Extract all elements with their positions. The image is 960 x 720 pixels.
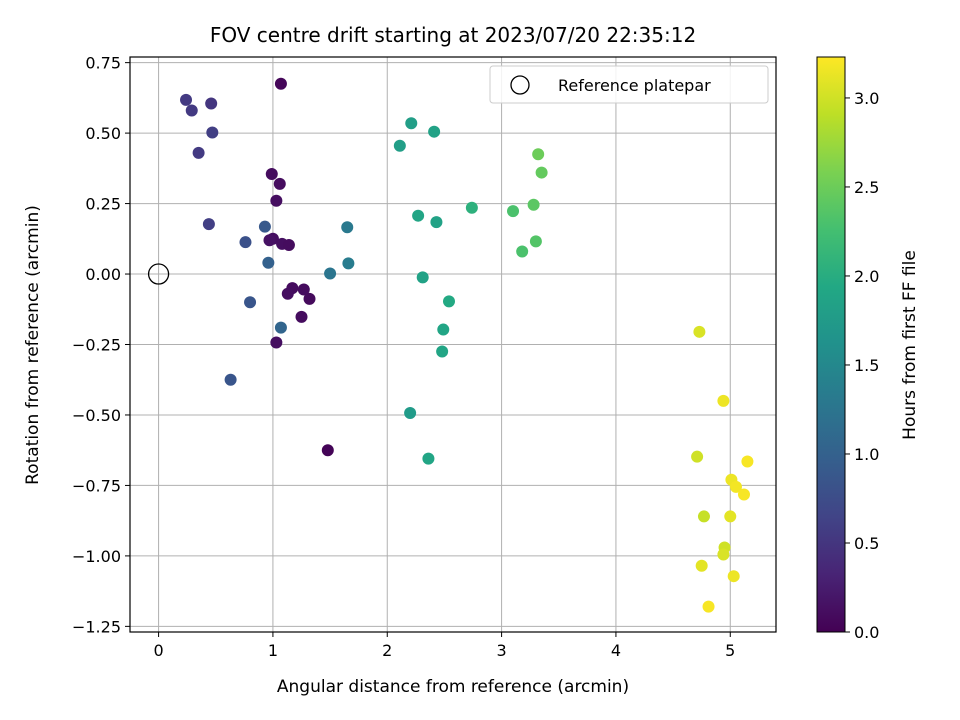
data-point [393,139,406,152]
y-tick-label: −0.75 [72,476,121,495]
y-axis-ticks: 0.75 0.50 0.25 0.00 −0.25 −0.50 −0.75 −1.00 −1.2… [72,54,130,636]
x-axis-label: Angular distance from reference (arcmin) [277,677,629,697]
y-tick-label: −1.00 [72,547,121,566]
data-point [206,126,219,139]
y-tick-label: 0.75 [85,54,121,73]
chart-title: FOV centre drift starting at 2023/07/20 … [210,23,696,47]
data-point [274,77,287,90]
data-point [516,245,529,258]
data-point [729,480,742,493]
colorbar-tick-label: 1.5 [854,356,879,375]
x-tick-label: 5 [725,641,735,660]
colorbar-tick-label: 3.0 [854,89,879,108]
y-tick-label: 0.50 [85,124,121,143]
x-tick-label: 2 [382,641,392,660]
data-point [737,488,750,501]
data-point [202,218,215,231]
x-axis-ticks: 0 1 2 3 4 5 [153,632,735,660]
legend: Reference platepar [489,65,769,104]
data-point [405,117,418,130]
data-point [270,336,283,349]
colorbar [816,56,846,633]
legend-marker [510,75,530,95]
data-point [282,239,295,252]
data-point [258,220,271,233]
colorbar-tick-label: 2.5 [854,178,879,197]
data-point [697,510,710,523]
data-point [270,194,283,207]
data-point [281,287,294,300]
data-point [422,452,435,465]
data-points [180,77,754,613]
y-tick-label: −1.25 [72,617,121,636]
data-point [412,209,425,222]
x-tick-label: 3 [496,641,506,660]
data-point [717,548,730,561]
data-point [239,236,252,249]
colorbar-ticks: 0.0 0.5 1.0 1.5 2.0 2.5 3.0 [845,89,879,642]
y-axis-label: Rotation from reference (arcmin) [23,205,43,485]
colorbar-tick-label: 0.5 [854,534,879,553]
data-point [224,373,237,386]
colorbar-tick-label: 0.0 [854,623,879,642]
grid-lines [130,57,776,632]
data-point [727,570,740,583]
data-point [205,97,218,110]
data-point [263,234,276,247]
data-point [691,450,704,463]
data-point [695,559,708,572]
data-point [262,256,275,269]
legend-box [489,65,769,104]
x-tick-label: 1 [268,641,278,660]
data-point [436,345,449,358]
data-point [437,323,450,336]
colorbar-label: Hours from first FF file [900,250,920,440]
data-point [324,267,337,280]
data-point [693,325,706,338]
y-tick-label: −0.25 [72,336,121,355]
x-tick-label: 0 [153,641,163,660]
data-point [341,221,354,234]
data-point [303,292,316,305]
data-point [321,444,334,457]
data-point [297,283,310,296]
data-point [465,201,478,214]
data-point [529,235,542,248]
data-point [404,406,417,419]
y-tick-label: 0.25 [85,195,121,214]
data-point [535,166,548,179]
data-point [185,104,198,117]
data-point [416,271,429,284]
data-point [244,296,257,309]
data-point [273,177,286,190]
colorbar-tick-label: 2.0 [854,267,879,286]
data-point [430,216,443,229]
data-point [724,510,737,523]
legend-label: Reference platepar [558,76,711,95]
x-tick-label: 4 [611,641,621,660]
data-point [274,321,287,334]
data-point [527,198,540,211]
data-point [295,310,308,323]
y-tick-label: −0.50 [72,406,121,425]
data-point [428,125,441,138]
data-point [342,257,355,270]
data-point [180,93,193,106]
data-point [532,148,545,161]
colorbar-tick-label: 1.0 [854,445,879,464]
data-point [507,205,520,218]
data-point [442,295,455,308]
reference-point [147,263,170,285]
data-point [265,167,278,180]
reference-marker [147,263,170,285]
data-point [741,455,754,468]
y-tick-label: 0.00 [85,265,121,284]
data-point [717,394,730,407]
data-point [702,600,715,613]
data-point [192,146,205,159]
